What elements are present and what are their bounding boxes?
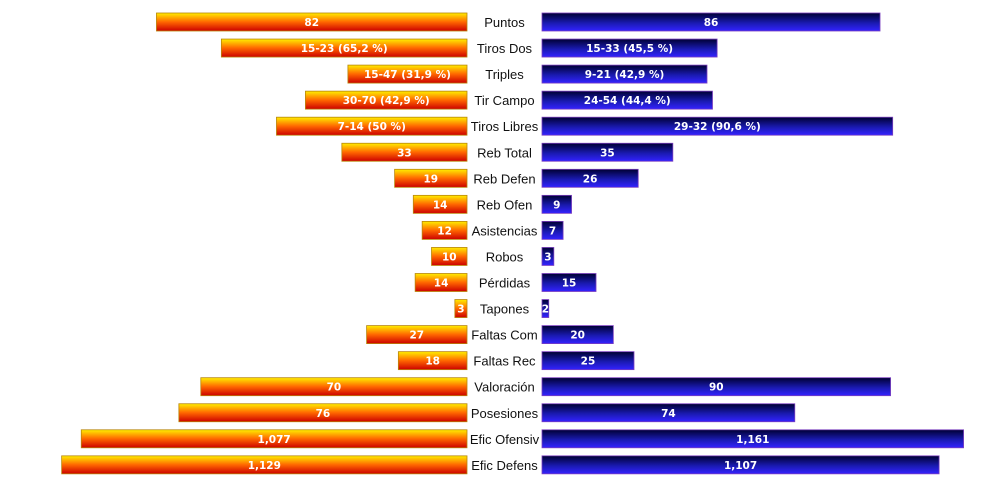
bar-left-label-5: 33: [397, 147, 412, 159]
bar-right-label-1: 15-33 (45,5 %): [586, 43, 673, 55]
bar-left-16: [80, 429, 468, 449]
category-label-2: Triples: [485, 67, 524, 82]
bar-left-label-16: 1,077: [258, 434, 291, 446]
bar-left-label-4: 7-14 (50 %): [338, 121, 406, 133]
category-label-9: Robos: [486, 249, 524, 264]
category-label-13: Faltas Rec: [473, 354, 536, 369]
bar-right-label-14: 90: [709, 382, 724, 394]
bar-right-12: [541, 325, 614, 345]
bar-left-5: [341, 142, 468, 162]
bar-right-7: [541, 194, 572, 214]
bar-right-label-17: 1,107: [724, 460, 757, 472]
bar-left-label-6: 19: [423, 173, 438, 185]
category-label-12: Faltas Com: [471, 328, 537, 343]
bar-left-14: [200, 377, 468, 397]
bar-right-label-11: 2: [542, 304, 549, 316]
category-label-10: Pérdidas: [479, 276, 531, 291]
category-label-1: Tiros Dos: [477, 41, 533, 56]
bar-right-label-6: 26: [583, 173, 598, 185]
bar-right-label-13: 25: [581, 356, 596, 368]
bar-right-label-4: 29-32 (90,6 %): [674, 121, 761, 133]
bar-left-label-7: 14: [433, 199, 448, 211]
chart-rows: 82 86 Puntos 15-23 (65,2 %) 15-33 (45,5 %) Ti…: [61, 12, 964, 475]
category-label-15: Posesiones: [471, 406, 539, 421]
bar-right-16: [541, 429, 964, 449]
bar-right-3: [541, 90, 713, 110]
bar-right-label-15: 74: [661, 408, 676, 420]
bar-left-2: [347, 64, 468, 84]
bar-right-label-7: 9: [553, 199, 560, 211]
bar-right-14: [541, 377, 891, 397]
bar-left-label-14: 70: [327, 382, 342, 394]
bar-right-8: [541, 220, 564, 240]
bar-left-8: [421, 220, 468, 240]
bar-right-10: [541, 273, 597, 292]
bar-left-4: [276, 116, 468, 136]
bar-right-2: [541, 64, 708, 84]
bar-right-label-2: 9-21 (42,9 %): [585, 69, 665, 81]
category-label-7: Reb Ofen: [477, 197, 533, 212]
bar-left-label-0: 82: [304, 17, 319, 29]
bar-left-label-8: 12: [437, 225, 452, 237]
bar-left-17: [61, 455, 468, 475]
bar-right-15: [541, 403, 796, 423]
bar-right-label-12: 20: [570, 330, 585, 342]
bar-right-label-8: 7: [549, 225, 556, 237]
category-label-0: Puntos: [484, 15, 525, 30]
bar-right-0: [541, 12, 881, 32]
category-label-6: Reb Defen: [473, 171, 535, 186]
bar-left-11: [454, 299, 468, 318]
bar-left-label-2: 15-47 (31,9 %): [364, 69, 451, 81]
bar-left-label-10: 14: [434, 278, 449, 290]
bar-right-label-0: 86: [704, 17, 719, 29]
bar-left-3: [305, 90, 468, 110]
bar-left-12: [366, 325, 468, 345]
bar-right-4: [541, 116, 894, 136]
bar-right-label-10: 15: [562, 278, 577, 290]
bar-left-label-17: 1,129: [248, 460, 281, 472]
bar-right-5: [541, 142, 674, 162]
bar-right-label-3: 24-54 (44,4 %): [584, 95, 671, 107]
bar-right-6: [541, 168, 639, 188]
bar-left-6: [394, 168, 468, 188]
category-label-16: Efic Ofensiv: [470, 432, 540, 447]
category-label-17: Efic Defens: [471, 458, 538, 473]
bar-left-label-15: 76: [316, 408, 331, 420]
bar-left-label-12: 27: [409, 330, 424, 342]
bar-left-1: [220, 38, 468, 58]
bar-left-15: [178, 403, 468, 423]
bar-right-label-5: 35: [600, 147, 615, 159]
bar-left-label-3: 30-70 (42,9 %): [343, 95, 430, 107]
bar-left-13: [397, 351, 468, 371]
bar-right-1: [541, 38, 718, 58]
bar-right-label-9: 3: [544, 251, 551, 263]
bar-right-13: [541, 351, 635, 371]
category-label-3: Tir Campo: [474, 93, 534, 108]
bar-left-9: [431, 247, 468, 266]
bar-right-9: [541, 247, 555, 266]
bar-left-7: [412, 194, 468, 214]
bar-right-17: [541, 455, 940, 475]
bar-left-label-11: 3: [457, 304, 464, 316]
bar-left-label-1: 15-23 (65,2 %): [301, 43, 388, 55]
bar-left-10: [414, 273, 468, 292]
category-label-8: Asistencias: [472, 223, 538, 238]
category-label-14: Valoración: [474, 380, 534, 395]
category-label-11: Tapones: [480, 302, 530, 317]
category-label-4: Tiros Libres: [471, 119, 539, 134]
bar-right-11: [541, 299, 550, 318]
bar-left-0: [156, 12, 468, 32]
bar-left-label-13: 18: [425, 356, 440, 368]
bar-right-label-16: 1,161: [736, 434, 769, 446]
bar-left-label-9: 10: [442, 251, 457, 263]
category-label-5: Reb Total: [477, 145, 532, 160]
